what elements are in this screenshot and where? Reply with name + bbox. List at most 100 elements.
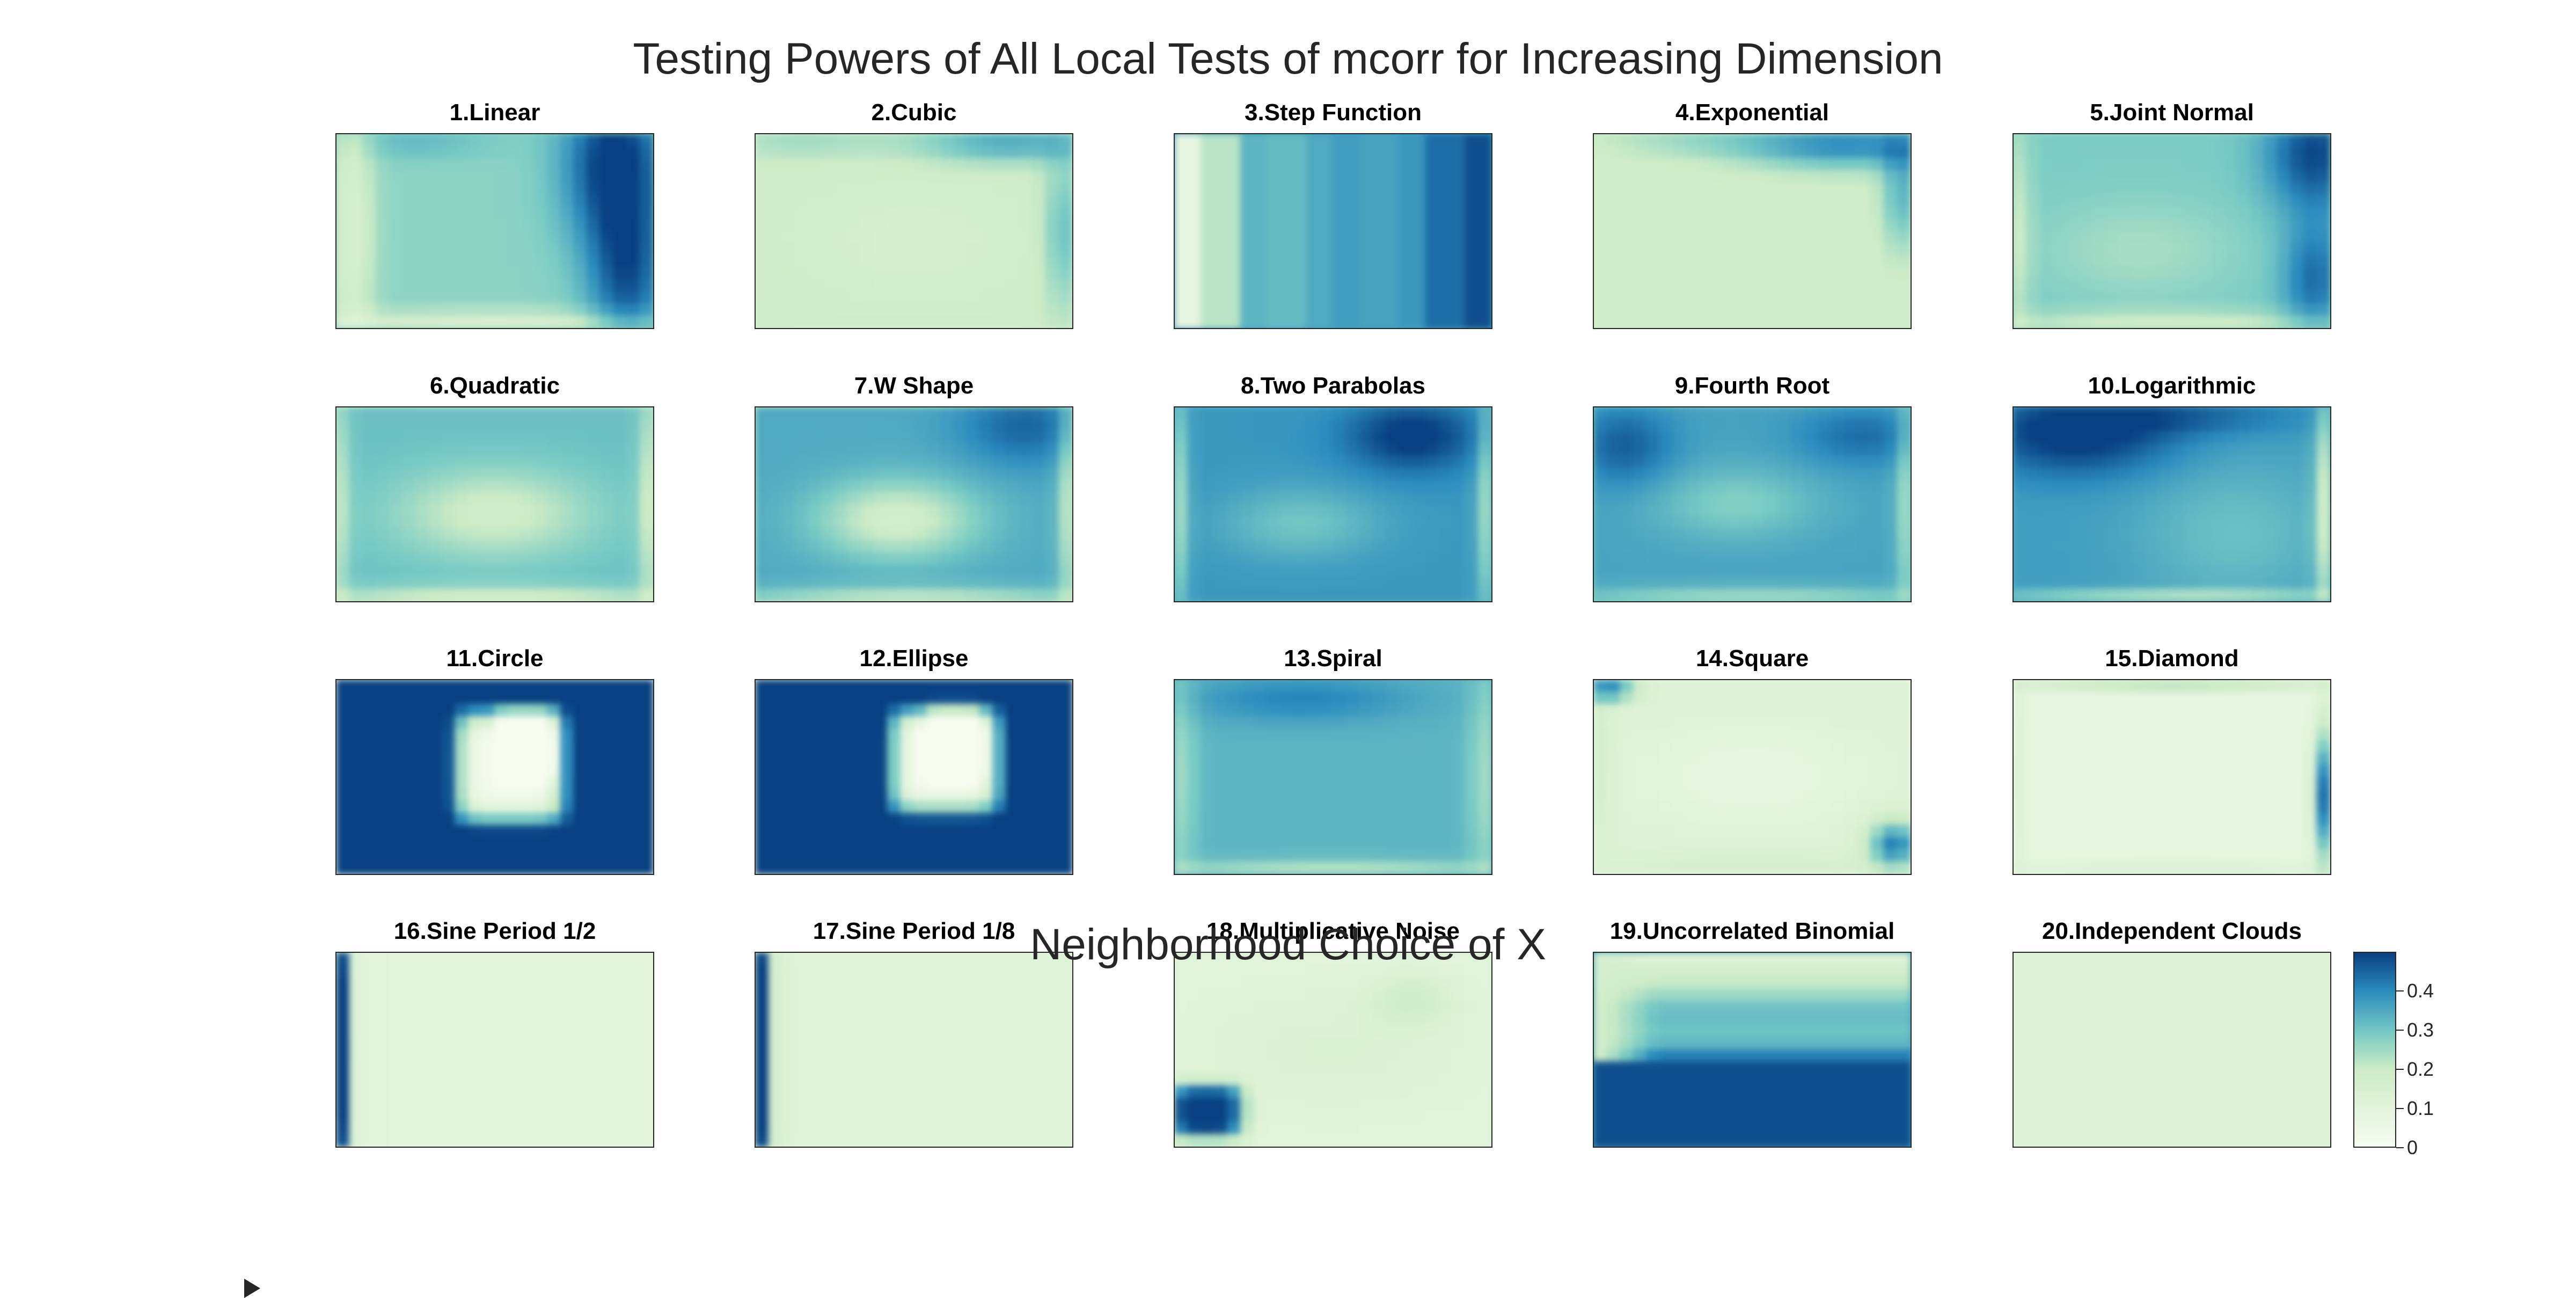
heatmap-cell <box>481 837 495 850</box>
heatmap-cell <box>993 431 1007 444</box>
heatmap-cell <box>1884 455 1898 469</box>
heatmap-cell <box>1214 291 1228 304</box>
heatmap-cell <box>1306 564 1321 578</box>
heatmap-cell <box>2316 540 2330 553</box>
heatmap-cell <box>1045 279 1060 293</box>
heatmap-cell <box>1346 704 1360 717</box>
heatmap-cell <box>1359 789 1373 802</box>
heatmap-cell <box>2039 231 2054 244</box>
heatmap-cell <box>1844 255 1858 268</box>
heatmap-cell <box>2066 455 2080 469</box>
heatmap-cell <box>481 504 495 517</box>
heatmap-cell <box>1058 243 1072 256</box>
heatmap-cell <box>1425 492 1439 505</box>
heatmap-cell <box>1214 455 1228 469</box>
heatmap-cell <box>1346 692 1360 705</box>
heatmap-cell <box>547 728 561 741</box>
heatmap-cell <box>1372 813 1387 826</box>
heatmap-cell <box>2185 455 2199 469</box>
heatmap-cell <box>1333 492 1347 505</box>
heatmap-cell <box>1306 528 1321 542</box>
heatmap-cell <box>1686 146 1700 159</box>
heatmap-cell <box>1725 158 1740 171</box>
heatmap-cell <box>2105 206 2120 220</box>
heatmap-cell <box>613 218 627 232</box>
heatmap-cell <box>1778 255 1792 268</box>
heatmap-cell <box>455 752 469 765</box>
heatmap-cell <box>900 267 914 280</box>
heatmap-cell <box>1006 468 1020 481</box>
heatmap-cell <box>415 291 430 304</box>
heatmap-cell <box>336 431 350 444</box>
heatmap-cell <box>835 680 849 693</box>
heatmap-cell <box>560 134 575 147</box>
heatmap-cell <box>1201 455 1215 469</box>
heatmap-cell <box>547 704 561 717</box>
heatmap-svg <box>1175 680 1491 874</box>
heatmap-cell <box>2132 206 2146 220</box>
heatmap-cell <box>2211 206 2226 220</box>
heatmap-cell <box>2237 243 2252 256</box>
heatmap-cell <box>847 801 862 814</box>
heatmap-cell <box>2290 255 2304 268</box>
heatmap-cell <box>442 170 456 184</box>
heatmap-cell <box>336 206 350 220</box>
heatmap-cell <box>2211 468 2226 481</box>
heatmap-cell <box>613 158 627 171</box>
heatmap-cell <box>835 231 849 244</box>
heatmap-cell <box>1032 243 1046 256</box>
heatmap-cell <box>2251 158 2265 171</box>
heatmap-cell <box>349 455 364 469</box>
heatmap-cell <box>428 861 443 874</box>
heatmap-cell <box>1385 206 1400 220</box>
heatmap-cell <box>1804 528 1819 542</box>
heatmap-cell <box>534 680 548 693</box>
heatmap-cell <box>349 303 364 317</box>
heatmap-cell <box>587 134 601 147</box>
heatmap-cell <box>1818 577 1832 590</box>
heatmap-cell <box>1884 419 1898 433</box>
heatmap-cell <box>993 728 1007 741</box>
heatmap-cell <box>1372 479 1387 493</box>
heatmap-cell <box>795 577 809 590</box>
heatmap-cell <box>1412 134 1426 147</box>
heatmap-cell <box>1385 577 1400 590</box>
heatmap-cell <box>1607 267 1621 280</box>
heatmap-cell <box>900 419 914 433</box>
heatmap-cell <box>2119 158 2133 171</box>
heatmap-cell <box>1280 516 1294 529</box>
heatmap-cell <box>2026 588 2041 601</box>
heatmap-cell <box>874 777 888 790</box>
heatmap-cell <box>468 315 482 328</box>
heatmap-cell <box>349 704 364 717</box>
heatmap-cell <box>874 158 888 171</box>
heatmap-cell <box>1333 528 1347 542</box>
heatmap-cell <box>376 504 390 517</box>
heatmap-cell <box>2185 231 2199 244</box>
heatmap-cell <box>769 764 783 778</box>
heatmap-cell <box>415 849 430 863</box>
heatmap-cell <box>1319 231 1334 244</box>
heatmap-cell <box>847 740 862 754</box>
heatmap-cell <box>2066 443 2080 457</box>
heatmap-cell <box>2171 468 2186 481</box>
heatmap-cell <box>2290 516 2304 529</box>
heatmap-cell <box>2026 407 2041 420</box>
heatmap-cell <box>1227 801 1241 814</box>
heatmap-cell <box>1870 279 1885 293</box>
heatmap-cell <box>1306 315 1321 328</box>
heatmap-cell <box>861 680 875 693</box>
heatmap-cell <box>389 170 403 184</box>
heatmap-cell <box>953 861 968 874</box>
heatmap-cell <box>468 279 482 293</box>
heatmap-cell <box>808 231 822 244</box>
heatmap-cell <box>1306 243 1321 256</box>
heatmap-cell <box>1359 540 1373 553</box>
heatmap-cell <box>1227 540 1241 553</box>
heatmap-cell <box>508 516 522 529</box>
heatmap-cell <box>2092 267 2107 280</box>
heatmap-cell <box>1346 564 1360 578</box>
heatmap-cell <box>1673 564 1687 578</box>
heatmap-cell <box>2290 206 2304 220</box>
heatmap-cell <box>415 479 430 493</box>
